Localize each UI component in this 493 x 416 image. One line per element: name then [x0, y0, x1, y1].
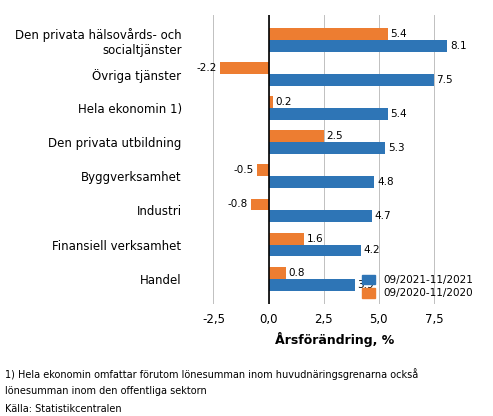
Bar — [269, 74, 434, 86]
Bar — [269, 28, 387, 40]
Legend: 09/2021-11/2021, 09/2020-11/2020: 09/2021-11/2021, 09/2020-11/2020 — [362, 275, 473, 298]
Bar — [269, 96, 273, 108]
Bar — [220, 62, 269, 74]
Text: 5.4: 5.4 — [390, 109, 407, 119]
Text: Källa: Statistikcentralen: Källa: Statistikcentralen — [5, 404, 122, 414]
Text: 1) Hela ekonomin omfattar förutom lönesumman inom huvudnäringsgrenarna också: 1) Hela ekonomin omfattar förutom lönesu… — [5, 368, 418, 380]
X-axis label: Årsförändring, %: Årsförändring, % — [275, 332, 394, 347]
Text: 5.4: 5.4 — [390, 29, 407, 39]
Text: 4.7: 4.7 — [375, 211, 391, 221]
Bar — [251, 198, 269, 210]
Text: -0.5: -0.5 — [234, 166, 254, 176]
Text: -2.2: -2.2 — [196, 63, 217, 73]
Bar — [269, 40, 447, 52]
Text: 8.1: 8.1 — [450, 41, 466, 51]
Bar — [269, 267, 286, 279]
Text: 0.8: 0.8 — [289, 267, 305, 277]
Text: 2.5: 2.5 — [326, 131, 343, 141]
Text: 4.2: 4.2 — [364, 245, 381, 255]
Bar — [269, 142, 386, 154]
Text: 0.2: 0.2 — [276, 97, 292, 107]
Bar — [269, 279, 354, 290]
Bar — [269, 245, 361, 256]
Text: 5.3: 5.3 — [388, 143, 405, 153]
Bar — [257, 164, 269, 176]
Text: 3.9: 3.9 — [357, 280, 374, 290]
Bar — [269, 233, 304, 245]
Text: -0.8: -0.8 — [227, 200, 247, 210]
Bar — [269, 130, 323, 142]
Bar — [269, 210, 372, 223]
Text: lönesumman inom den offentliga sektorn: lönesumman inom den offentliga sektorn — [5, 386, 207, 396]
Bar — [269, 108, 387, 120]
Text: 7.5: 7.5 — [436, 75, 453, 85]
Text: 1.6: 1.6 — [307, 233, 323, 243]
Text: 4.8: 4.8 — [377, 177, 393, 187]
Bar — [269, 176, 374, 188]
